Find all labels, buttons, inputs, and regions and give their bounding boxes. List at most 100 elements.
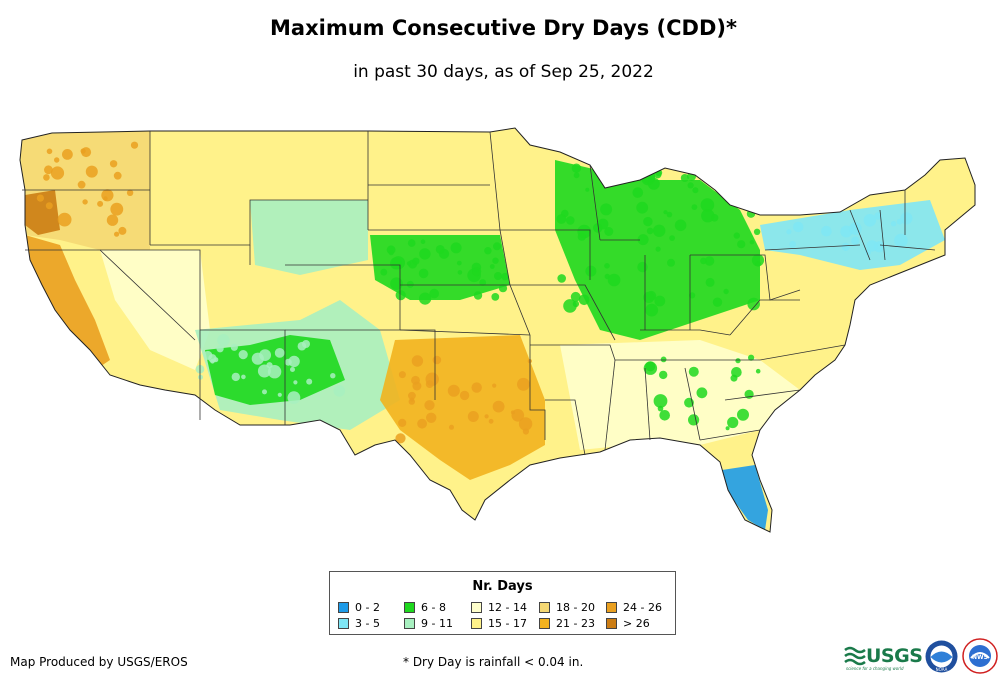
map-texture-cell	[62, 149, 73, 160]
map-texture-cell	[491, 293, 500, 301]
map-texture-cell	[97, 200, 104, 207]
map-texture-cell	[484, 247, 492, 255]
map-texture-cell	[604, 227, 614, 236]
map-texture-cell	[409, 397, 415, 402]
map-texture-cell	[82, 199, 88, 205]
dry-day-footnote: * Dry Day is rainfall < 0.04 in.	[403, 655, 584, 669]
map-texture-cell	[632, 187, 644, 198]
map-texture-cell	[874, 212, 882, 220]
map-texture-cell	[130, 141, 139, 149]
legend-label: > 26	[623, 617, 650, 630]
legend-item: 9 - 11	[404, 618, 453, 630]
map-region-plains-moderate	[250, 200, 368, 275]
map-texture-cell	[46, 148, 53, 155]
map-legend: Nr. Days 0 - 2 3 - 5 6 - 8 9 - 11 12 - 1…	[329, 571, 676, 635]
map-texture-cell	[556, 214, 567, 224]
map-texture-cell	[663, 210, 668, 215]
map-texture-cell	[467, 411, 479, 422]
map-texture-cell	[492, 383, 497, 388]
map-texture-cell	[103, 196, 108, 201]
map-texture-cell	[659, 410, 670, 421]
legend-item: 18 - 20	[539, 602, 595, 614]
map-texture-cell	[578, 294, 590, 306]
map-texture-cell	[449, 424, 454, 430]
map-texture-cell	[700, 257, 707, 265]
legend-item: > 26	[606, 618, 650, 630]
map-texture-cell	[643, 361, 658, 375]
map-texture-cell	[747, 297, 760, 311]
map-texture-cell	[577, 232, 586, 241]
map-texture-cell	[198, 374, 203, 380]
map-texture-cell	[654, 295, 666, 307]
noaa-logo: NOAA	[925, 640, 958, 673]
map-texture-cell	[398, 418, 407, 427]
map-texture-cell	[407, 239, 416, 247]
map-texture-cell	[126, 189, 134, 196]
legend-label: 9 - 11	[421, 617, 453, 630]
map-texture-cell	[573, 172, 580, 179]
map-texture-cell	[429, 288, 440, 299]
map-texture-cell	[653, 224, 666, 237]
map-texture-cell	[395, 290, 406, 301]
nws-label: NWS	[972, 654, 988, 661]
map-texture-cell	[456, 260, 462, 266]
map-texture-cell	[666, 211, 673, 218]
map-texture-cell	[418, 268, 429, 279]
map-texture-cell	[473, 291, 483, 300]
map-texture-cell	[479, 279, 487, 286]
map-texture-cell	[687, 182, 694, 189]
legend-label: 15 - 17	[488, 617, 527, 630]
map-texture-cell	[696, 387, 708, 399]
legend-item: 15 - 17	[471, 618, 527, 630]
map-texture-cell	[674, 219, 687, 232]
legend-swatch	[404, 618, 415, 629]
map-texture-cell	[412, 257, 420, 265]
map-texture-cell	[417, 418, 427, 429]
map-texture-cell	[570, 291, 581, 302]
map-texture-cell	[488, 418, 494, 424]
map-texture-cell	[390, 277, 403, 291]
map-texture-cell	[755, 368, 761, 374]
map-texture-cell	[501, 272, 509, 281]
map-texture-cell	[636, 201, 649, 214]
map-texture-cell	[114, 231, 120, 237]
map-texture-cell	[85, 165, 98, 178]
map-texture-cell	[472, 267, 482, 277]
map-texture-cell	[615, 164, 626, 175]
map-region-great-basin-dry	[100, 250, 210, 370]
map-texture-cell	[688, 414, 700, 426]
map-texture-cell	[604, 263, 610, 269]
map-texture-cell	[498, 284, 508, 293]
map-texture-cell	[110, 202, 124, 216]
map-texture-cell	[80, 148, 86, 154]
legend-swatch	[404, 602, 415, 613]
map-texture-cell	[723, 188, 729, 193]
map-texture-cell	[447, 384, 460, 397]
legend-item: 21 - 23	[539, 618, 595, 630]
map-region-upper-midwest-green	[370, 235, 510, 300]
legend-item: 12 - 14	[471, 602, 527, 614]
map-texture-cell	[712, 297, 723, 307]
legend-swatch	[338, 618, 349, 629]
usgs-wordmark: USGS	[866, 645, 923, 667]
map-texture-cell	[755, 261, 761, 267]
map-texture-cell	[44, 165, 53, 175]
map-texture-cell	[600, 203, 613, 216]
map-texture-cell	[566, 216, 575, 225]
map-texture-cell	[45, 202, 53, 210]
map-texture-cell	[241, 374, 246, 380]
map-texture-cell	[432, 355, 442, 365]
map-texture-cell	[426, 412, 437, 423]
map-texture-cell	[680, 174, 689, 182]
map-texture-cell	[737, 202, 742, 207]
map-texture-cell	[424, 400, 435, 411]
legend-label: 21 - 23	[556, 617, 595, 630]
map-texture-cell	[43, 174, 50, 181]
map-texture-cell	[851, 236, 860, 245]
legend-label: 24 - 26	[623, 601, 662, 614]
map-texture-cell	[655, 246, 661, 252]
map-texture-cell	[863, 214, 877, 227]
legend-item: 6 - 8	[404, 602, 446, 614]
map-texture-cell	[748, 354, 755, 361]
legend-swatch	[606, 602, 617, 613]
